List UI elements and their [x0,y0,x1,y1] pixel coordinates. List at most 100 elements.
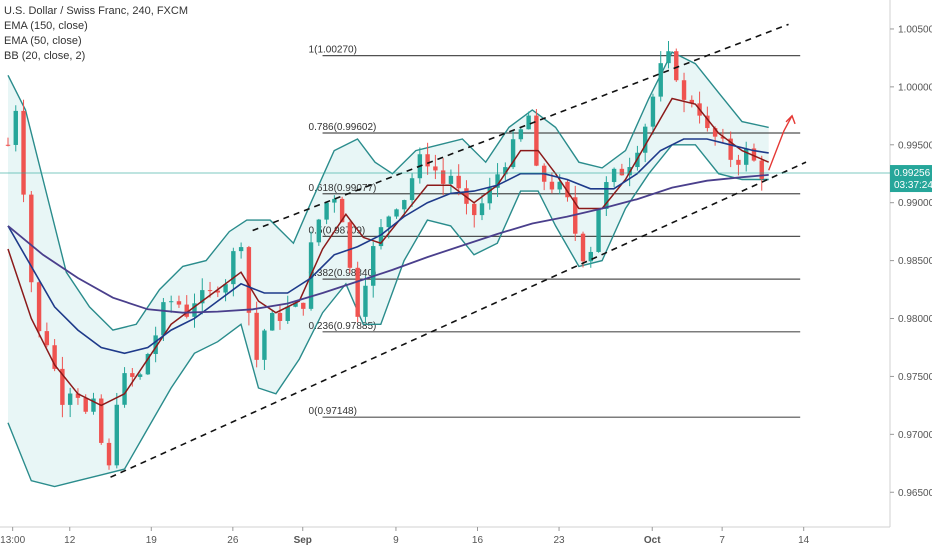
candle-body-74 [580,233,586,262]
time-tick-label-9: 7 [719,535,725,546]
price-tick-label-4: 0.98500 [898,256,932,267]
candle-body-62 [487,187,492,204]
candle-body-48 [378,227,384,247]
candle-body-67 [526,115,531,130]
candle-body-42 [332,198,337,203]
candle-body-14 [114,404,119,466]
candle-body-57 [448,175,454,184]
candle-body-24 [192,303,197,317]
candle-body-27 [215,290,221,293]
candle-body-65 [510,139,516,168]
projection-arrow[interactable] [768,114,796,171]
candle-body-66 [518,129,524,140]
candle-body-72 [565,181,570,198]
candle-body-33 [262,330,267,360]
candle-body-43 [339,198,345,223]
candle-body-88 [689,99,695,104]
candle-body-40 [316,219,322,243]
fib-level-label-6: 0(0.97148) [309,406,357,417]
candle-body-86 [674,51,679,81]
last-price-marker: 0.99256 03:37:24 [0,165,932,193]
candle-body-11 [91,398,96,412]
bollinger-upper-band [7,51,769,331]
candle-body-70 [549,181,555,190]
candle-body-61 [479,203,485,216]
candle-body-8 [67,393,73,405]
candle-body-87 [681,80,687,100]
candle-body-9 [75,393,81,398]
candle-body-56 [440,170,446,184]
bollinger-legend[interactable]: BB (20, close, 2) [4,50,86,62]
bollinger-bands [7,51,769,488]
candle-body-60 [472,203,477,216]
candle-body-79 [619,168,625,176]
price-axis[interactable]: 1.00500 1.00000 0.99500 0.99000 0.98500 0.980… [890,24,932,499]
last-price-label: 0.99256 [894,168,931,179]
symbol-title[interactable]: U.S. Dollar / Swiss Franc, 240, FXCM [4,5,188,17]
candle-body-23 [184,304,189,317]
candle-body-19 [153,335,158,355]
candle-body-71 [557,181,562,190]
candle-body-84 [658,63,663,97]
candle-body-7 [60,368,65,405]
time-axis[interactable]: 13:00 12 19 26 Sep 9 16 23 Oct 7 14 [0,527,810,546]
fib-level-label-2: 0.618(0.99077) [309,183,377,194]
last-price-box [890,165,932,193]
candle-body-96 [751,148,757,161]
price-tick-label-3: 0.99000 [898,198,932,209]
candle-body-92 [720,136,726,139]
candle-body-54 [425,154,430,167]
candle-body-12 [99,398,104,443]
candle-body-50 [394,209,399,217]
ema50-legend[interactable]: EMA (50, close) [4,35,82,47]
candle-body-68 [534,115,539,166]
candle-body-85 [666,51,671,64]
candle-body-58 [456,175,461,189]
bollinger-fill-area [8,52,769,487]
candle-body-10 [83,397,88,412]
trend-channel[interactable] [110,23,807,478]
candle-body-15 [122,373,127,405]
candle-body-5 [44,331,50,346]
candle-body-29 [231,251,236,285]
candle-body-28 [223,284,228,293]
candle-body-45 [355,267,360,317]
fib-level-label-4: 0.382(0.98340) [309,268,377,279]
candle-body-16 [130,373,135,377]
ema150-line [7,174,769,314]
chart-legend: U.S. Dollar / Swiss Franc, 240, FXCM EMA… [4,4,188,64]
price-tick-label-2: 0.99500 [898,140,932,151]
candle-body-55 [433,166,438,171]
candle-body-95 [744,148,749,165]
channel-upper-line[interactable] [252,23,789,232]
candle-body-64 [503,167,508,175]
price-tick-label-5: 0.98000 [898,314,932,325]
ema150-legend[interactable]: EMA (150, close) [4,20,88,32]
candle-body-32 [254,312,259,360]
candle-body-44 [347,222,353,268]
candle-body-26 [207,290,213,292]
candle-body-6 [52,345,57,369]
candle-body-94 [736,159,741,165]
fibonacci-levels[interactable]: 1(1.00270) 0.786(0.99602) 0.618(0.99077) 0.… [309,45,801,418]
fib-level-label-5: 0.236(0.97885) [309,321,377,332]
projection-arrow-head[interactable] [785,114,796,125]
bollinger-fill [8,52,769,487]
time-tick-label-0: 13:00 [0,535,25,546]
candle-body-35 [277,312,283,321]
candle-body-2 [21,110,26,195]
projection-arrow-line[interactable] [768,115,793,171]
time-tick-label-2: 19 [146,535,158,546]
candle-body-51 [402,200,407,210]
candle-body-82 [642,126,648,153]
candle-body-34 [269,312,275,331]
fib-level-label-3: 0.5(0.98709) [309,225,366,236]
candle-body-3 [29,194,34,283]
candle-body-46 [363,285,368,317]
price-tick-label-7: 0.97000 [898,430,932,441]
candle-body-75 [588,251,593,262]
candle-body-31 [246,247,252,313]
candle-body-76 [596,208,601,252]
